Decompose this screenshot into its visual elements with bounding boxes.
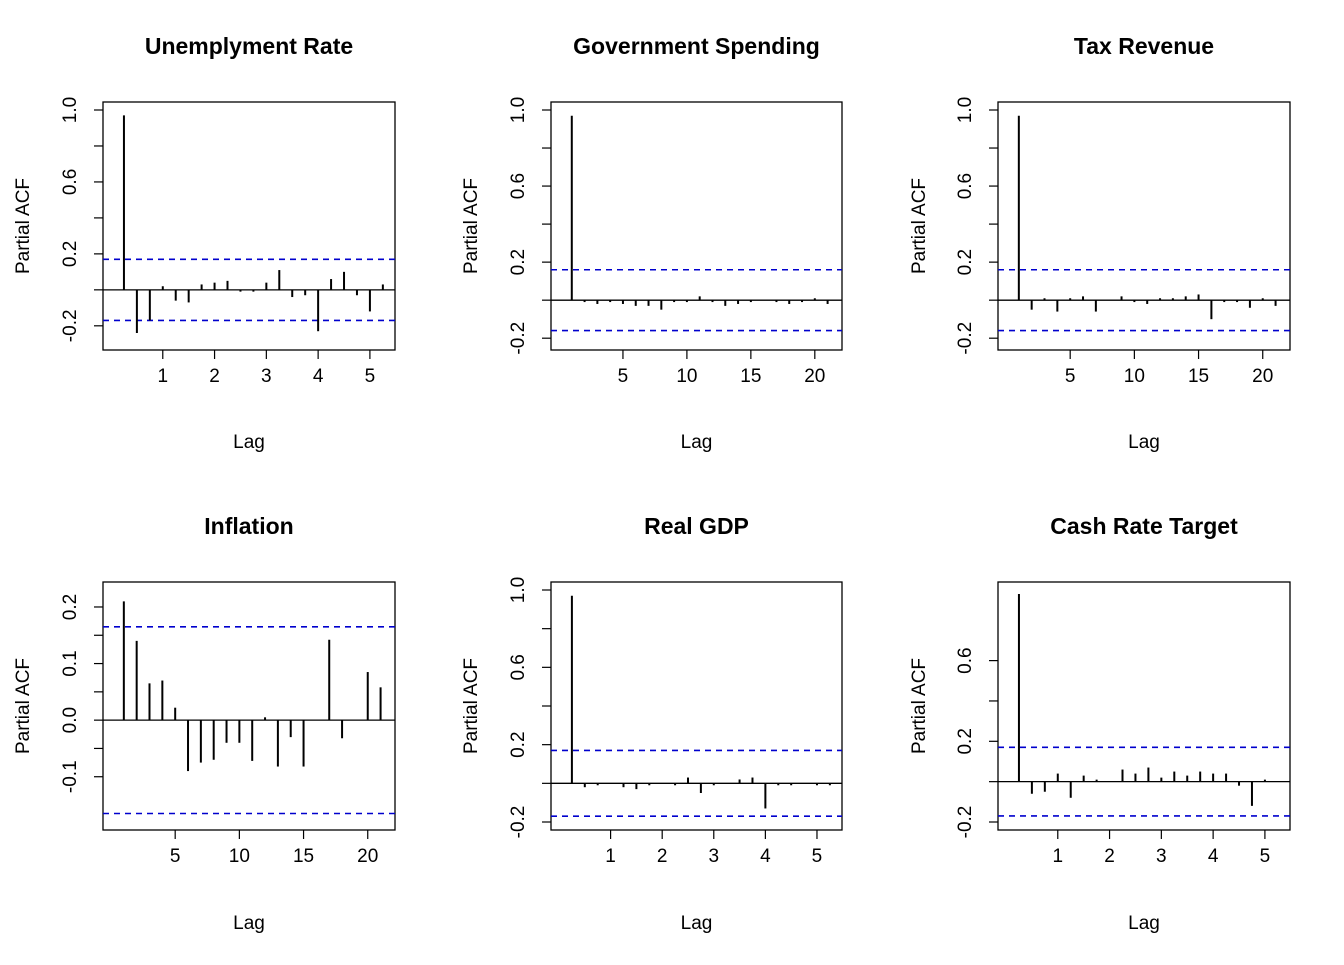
x-tick-label: 5	[812, 846, 823, 867]
y-tick-label: 0.2	[60, 594, 81, 620]
x-tick-label: 10	[676, 366, 697, 387]
y-tick-label: 1.0	[60, 97, 81, 123]
y-tick-label: 1.0	[508, 577, 529, 603]
x-axis-label: Lag	[681, 432, 713, 453]
plot-frame	[102, 101, 396, 351]
y-tick-label: 0.2	[955, 728, 976, 754]
x-tick-label: 20	[1252, 366, 1273, 387]
chart-title: Real GDP	[644, 513, 749, 539]
y-tick-label: 0.1	[60, 650, 81, 676]
x-axis-label: Lag	[233, 432, 265, 453]
chart-panel-1: Unemplyment Rate Lag Partial ACF 1 2 3 4 5 -0.2 0…	[13, 33, 396, 453]
y-axis-label: Partial ACF	[13, 658, 34, 754]
x-tick-label: 1	[1052, 846, 1063, 867]
y-tick-label: 0.2	[60, 241, 81, 267]
y-tick-label: -0.2	[508, 806, 529, 839]
y-tick-label: 0.2	[955, 249, 976, 275]
x-tick-label: 5	[170, 846, 181, 867]
chart-title: Inflation	[204, 513, 293, 539]
plot-frame	[102, 581, 396, 831]
x-tick-label: 1	[157, 366, 168, 387]
y-tick-label: 0.0	[60, 707, 81, 733]
x-tick-label: 2	[657, 846, 668, 867]
plot-frame	[550, 101, 843, 351]
chart-panel-6: Cash Rate Target Lag Partial ACF 1 2 3 4 5 -0.2 0…	[909, 513, 1291, 934]
x-tick-label: 3	[708, 846, 719, 867]
y-tick-label: -0.2	[955, 806, 976, 839]
y-tick-label: 0.6	[508, 654, 529, 680]
chart-panel-3: Tax Revenue Lag Partial ACF 5 10 15 20 -0.2 0.2 0…	[909, 33, 1291, 453]
x-tick-label: 10	[229, 846, 250, 867]
x-axis-label: Lag	[1128, 432, 1160, 453]
x-tick-label: 1	[605, 846, 616, 867]
chart-title: Unemplyment Rate	[145, 33, 353, 59]
x-tick-label: 2	[1104, 846, 1115, 867]
x-tick-label: 3	[1156, 846, 1167, 867]
x-tick-label: 5	[618, 366, 629, 387]
y-axis-label: Partial ACF	[461, 658, 482, 754]
y-tick-label: 0.2	[508, 731, 529, 757]
y-tick-label: 0.2	[508, 249, 529, 275]
x-tick-label: 20	[357, 846, 378, 867]
plot-frame	[550, 581, 843, 831]
y-axis-label: Partial ACF	[461, 178, 482, 274]
y-tick-label: 0.6	[508, 173, 529, 199]
y-tick-label: 0.6	[955, 173, 976, 199]
y-tick-label: -0.2	[508, 322, 529, 355]
y-tick-label: -0.2	[955, 322, 976, 355]
plot-frame	[997, 101, 1291, 351]
x-tick-label: 15	[293, 846, 314, 867]
y-tick-label: -0.2	[60, 309, 81, 342]
plot-frame	[997, 581, 1291, 831]
y-tick-label: 0.6	[955, 647, 976, 673]
x-tick-label: 10	[1124, 366, 1145, 387]
x-tick-label: 4	[760, 846, 771, 867]
y-tick-label: 0.6	[60, 169, 81, 195]
y-axis-label: Partial ACF	[909, 658, 930, 754]
y-axis-label: Partial ACF	[909, 178, 930, 274]
x-tick-label: 15	[1188, 366, 1209, 387]
chart-panel-5: Real GDP Lag Partial ACF 1 2 3 4 5 -0.2 0.2 0.6 1.0	[461, 513, 843, 934]
x-tick-label: 4	[1208, 846, 1219, 867]
y-tick-label: -0.1	[60, 760, 81, 793]
x-axis-label: Lag	[1128, 913, 1160, 934]
y-axis-label: Partial ACF	[13, 178, 34, 274]
x-tick-label: 20	[804, 366, 825, 387]
y-tick-label: 1.0	[955, 97, 976, 123]
x-axis-label: Lag	[233, 913, 265, 934]
y-tick-label: 1.0	[508, 97, 529, 123]
chart-panel-4: Inflation Lag Partial ACF 5 10 15 20 -0.1 0.0 0.1…	[13, 513, 396, 934]
chart-panel-2: Government Spending Lag Partial ACF 5 10 15 20…	[461, 33, 843, 453]
x-tick-label: 4	[313, 366, 324, 387]
chart-title: Cash Rate Target	[1050, 513, 1238, 539]
x-tick-label: 5	[1065, 366, 1076, 387]
x-tick-label: 5	[1260, 846, 1271, 867]
chart-title: Government Spending	[573, 33, 820, 59]
x-tick-label: 5	[365, 366, 376, 387]
x-tick-label: 3	[261, 366, 272, 387]
x-tick-label: 15	[740, 366, 761, 387]
x-tick-label: 2	[209, 366, 220, 387]
chart-title: Tax Revenue	[1074, 33, 1214, 59]
x-axis-label: Lag	[681, 913, 713, 934]
